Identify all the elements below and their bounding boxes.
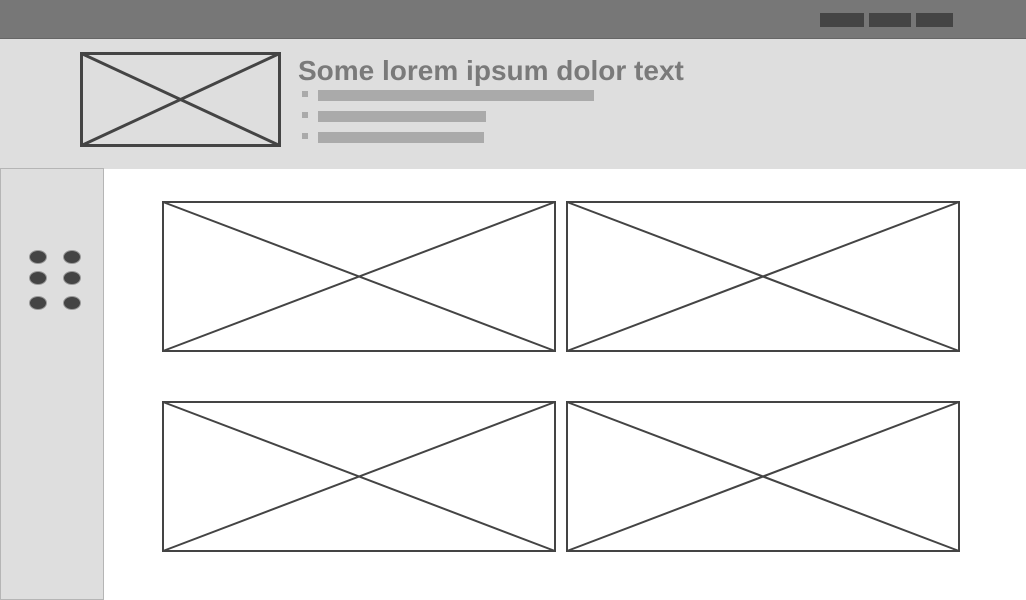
bullet-3 bbox=[302, 133, 308, 139]
top-bar bbox=[0, 0, 1026, 39]
drag-handle-dot-icon bbox=[29, 296, 47, 310]
drag-handle-dot-icon bbox=[63, 250, 81, 264]
bullet-2 bbox=[302, 112, 308, 118]
image-placeholder-icon[interactable] bbox=[566, 201, 960, 352]
topbar-button-3[interactable] bbox=[916, 13, 953, 27]
text-line-3 bbox=[318, 132, 484, 143]
drag-handle-dot-icon bbox=[63, 296, 81, 310]
sidebar bbox=[0, 168, 104, 600]
drag-handle-dot-icon bbox=[29, 250, 47, 264]
topbar-button-2[interactable] bbox=[869, 13, 911, 27]
text-line-1 bbox=[318, 90, 594, 101]
bullet-1 bbox=[302, 91, 308, 97]
drag-handle-dot-icon bbox=[29, 271, 47, 285]
hero-image-placeholder-icon bbox=[80, 52, 281, 147]
topbar-button-1[interactable] bbox=[820, 13, 864, 27]
text-line-2 bbox=[318, 111, 486, 122]
drag-handle-dot-icon bbox=[63, 271, 81, 285]
image-placeholder-icon[interactable] bbox=[566, 401, 960, 552]
page-title: Some lorem ipsum dolor text bbox=[298, 55, 684, 86]
image-placeholder-icon[interactable] bbox=[162, 401, 556, 552]
image-placeholder-icon[interactable] bbox=[162, 201, 556, 352]
